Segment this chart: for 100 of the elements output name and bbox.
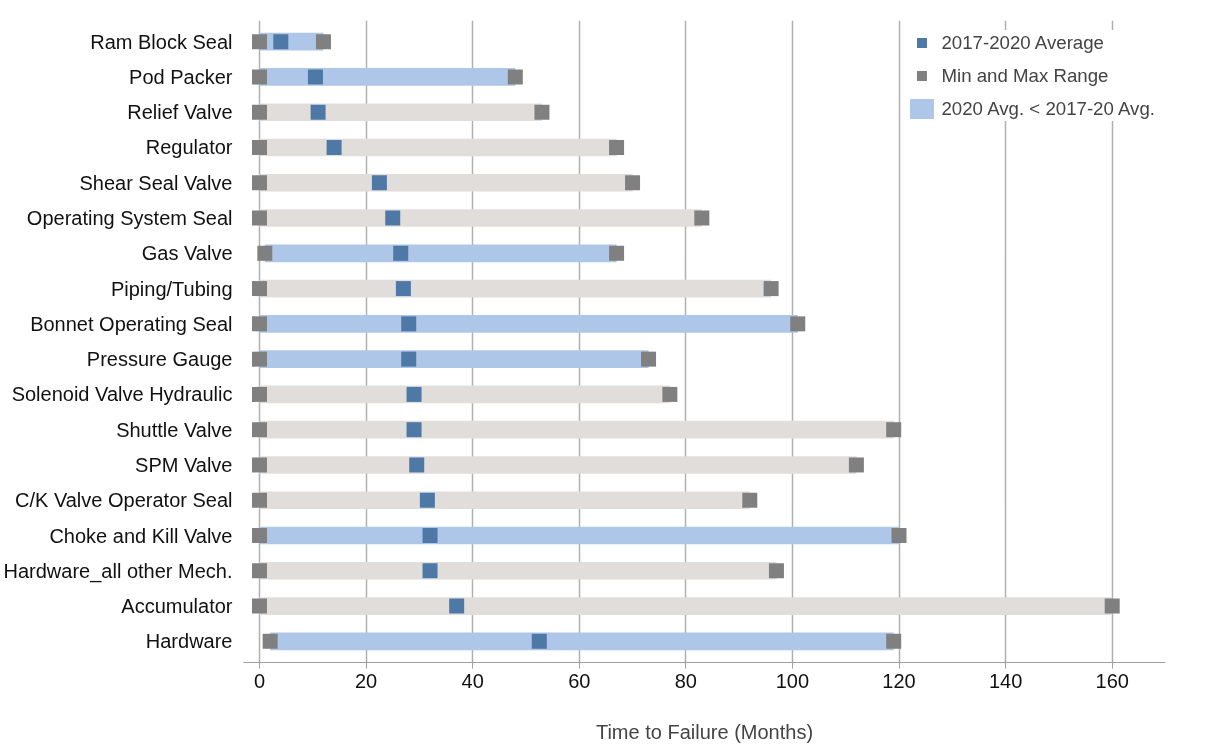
point — [609, 245, 625, 261]
point — [251, 69, 267, 85]
point — [886, 633, 902, 649]
bar — [259, 385, 670, 404]
y-tick-label: Ram Block Seal — [90, 30, 233, 53]
point — [395, 281, 411, 297]
x-tick-label: 40 — [461, 669, 484, 692]
x-tick-label: 120 — [882, 669, 916, 692]
bar — [259, 491, 750, 510]
point — [251, 351, 267, 367]
point — [257, 245, 273, 261]
point — [662, 386, 678, 402]
point — [393, 245, 409, 261]
y-tick-label: Hardware_all other Mech. — [3, 559, 233, 583]
y-tick-label: Choke and Kill Valve — [49, 524, 233, 547]
y-tick-label: Hardware — [145, 630, 233, 653]
point — [406, 386, 422, 402]
point — [507, 69, 523, 85]
bar — [259, 350, 649, 368]
bar — [259, 279, 772, 298]
point — [886, 422, 902, 438]
point — [401, 316, 417, 332]
x-tick-label: 160 — [1095, 669, 1129, 692]
point — [273, 34, 289, 50]
point — [1104, 598, 1120, 614]
point — [768, 563, 784, 579]
point — [385, 210, 401, 226]
y-tick-label: Pod Packer — [129, 65, 233, 88]
y-tick-label: Relief Valve — [127, 101, 233, 124]
bar — [259, 173, 633, 192]
x-tick-label: 80 — [674, 669, 697, 692]
x-axis-title: Time to Failure (Months) — [595, 720, 814, 743]
point — [251, 175, 267, 191]
bar — [259, 597, 1113, 615]
bar — [259, 209, 702, 227]
point — [251, 281, 267, 297]
bar — [264, 244, 617, 263]
point — [251, 139, 267, 155]
y-tick-label: Bonnet Operating Seal — [30, 312, 233, 335]
point — [848, 457, 864, 473]
point — [609, 139, 625, 155]
point — [449, 598, 465, 614]
bar — [259, 68, 516, 86]
legend-label: 2017-2020 Average — [941, 31, 1104, 54]
point — [251, 598, 267, 614]
point — [891, 528, 907, 544]
point — [406, 422, 422, 438]
bar — [259, 420, 894, 439]
point — [419, 492, 435, 508]
y-tick-label: Regulator — [145, 136, 233, 159]
point — [251, 422, 267, 438]
point — [326, 139, 342, 155]
x-tick-label: 60 — [568, 669, 591, 692]
point — [251, 492, 267, 508]
y-tick-label: Operating System Seal — [26, 207, 233, 230]
x-tick-label: 140 — [988, 669, 1023, 692]
point — [694, 210, 710, 226]
bar — [259, 103, 542, 122]
point — [531, 633, 547, 649]
point — [422, 528, 438, 544]
point — [307, 69, 323, 85]
point — [625, 175, 641, 191]
point — [742, 492, 758, 508]
bar — [270, 632, 894, 651]
legend-label: 2020 Avg. < 2017-20 Avg. — [941, 97, 1155, 120]
y-tick-label: C/K Valve Operator Seal — [14, 489, 233, 512]
point — [534, 104, 550, 120]
point — [422, 563, 438, 579]
y-tick-label: Gas Valve — [141, 242, 233, 265]
point — [310, 104, 326, 120]
point — [763, 281, 779, 297]
point — [409, 457, 425, 473]
point — [315, 34, 331, 50]
legend-label: Min and Max Range — [941, 64, 1109, 87]
x-tick-label: 0 — [253, 669, 266, 692]
y-tick-label: Solenoid Valve Hydraulic — [11, 383, 233, 406]
point — [401, 351, 417, 367]
bar — [259, 456, 857, 474]
point — [251, 563, 267, 579]
x-tick-label: 20 — [354, 669, 378, 692]
point — [251, 104, 267, 120]
y-tick-label: Shear Seal Valve — [79, 171, 233, 194]
y-tick-label: SPM Valve — [135, 453, 233, 476]
y-tick-label: Shuttle Valve — [116, 418, 233, 441]
point — [251, 34, 267, 50]
x-tick-label: 100 — [775, 669, 810, 692]
y-tick-label: Accumulator — [121, 595, 233, 618]
bar — [259, 315, 798, 333]
point — [251, 528, 267, 544]
bar — [259, 561, 777, 580]
bar — [259, 526, 900, 545]
point — [251, 316, 267, 332]
point — [251, 210, 267, 226]
point — [251, 386, 267, 402]
point — [251, 457, 267, 473]
bar — [259, 138, 617, 157]
point — [790, 316, 806, 332]
y-tick-label: Pressure Gauge — [86, 348, 233, 371]
y-tick-label: Piping/Tubing — [110, 277, 233, 300]
point — [641, 351, 657, 367]
